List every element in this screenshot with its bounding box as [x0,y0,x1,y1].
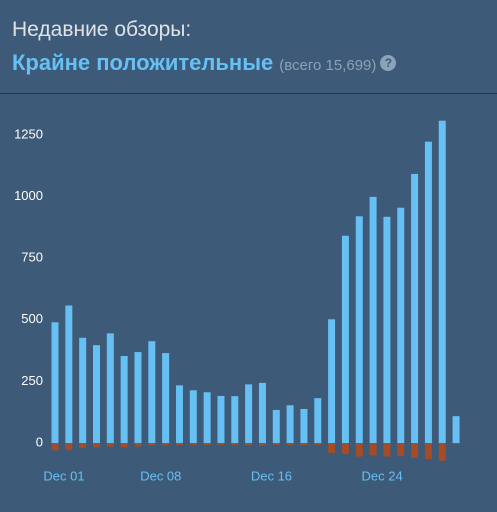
bar [189,390,197,443]
bar [231,396,239,443]
y-tick-label: 750 [21,250,43,265]
bar [217,443,225,445]
bar [397,443,405,456]
bar [314,443,322,445]
bar [120,356,128,443]
bar [328,319,336,443]
x-tick-label: Dec 01 [43,468,84,483]
bar [51,322,59,443]
bar [355,216,363,443]
bar [452,443,460,445]
bar [203,392,211,443]
bar [175,443,183,446]
y-tick-label: 250 [21,373,43,388]
y-tick-label: 500 [21,311,43,326]
bar [369,443,377,456]
bar [92,345,100,443]
x-tick-label: Dec 24 [361,468,402,483]
bar [65,305,73,443]
bar [397,207,405,443]
bar [231,443,239,446]
rating-row: Крайне положительные (всего 15,699)? [12,50,487,76]
review-rating[interactable]: Крайне положительные [12,50,274,75]
bar [341,235,349,443]
bar [106,333,114,443]
bar [245,384,253,443]
bar [175,385,183,443]
bar [328,443,336,453]
bar [245,443,253,446]
bar [286,405,294,443]
bar [134,352,142,443]
bar [411,443,419,458]
bar [300,443,308,445]
bar [286,443,294,446]
bar [452,416,460,443]
bar [106,443,114,447]
bar [341,443,349,455]
bar [162,443,170,446]
bar [355,443,363,457]
bar [258,443,266,446]
review-label: Недавние обзоры: [12,18,192,41]
bar [272,443,280,445]
bar [383,216,391,443]
bar [162,353,170,443]
bar [79,443,87,448]
bar [51,443,59,451]
bar [424,443,432,460]
review-total: (всего 15,699) [279,57,377,74]
separator [0,93,497,94]
bar [148,341,156,443]
help-icon[interactable]: ? [380,55,397,71]
y-tick-label: 1000 [14,188,43,203]
bar [65,443,73,450]
bar [258,382,266,443]
x-tick-label: Dec 16 [251,468,292,483]
y-tick-label: 1250 [14,126,43,141]
bar [383,443,391,457]
bar [438,443,446,461]
bar [217,395,225,443]
bar [203,443,211,445]
x-tick-label: Dec 08 [140,468,181,483]
bar [369,196,377,443]
bar [148,443,156,446]
bar [411,173,419,443]
review-header: Недавние обзоры: Крайне положительные (вс… [12,18,487,76]
bar [189,443,197,446]
bar [120,443,128,448]
bar [134,443,142,447]
bar [79,337,87,443]
y-tick-label: 0 [36,434,43,449]
bar [300,408,308,443]
bar [92,443,100,448]
bar [424,141,432,443]
bar [438,120,446,443]
bar [314,398,322,443]
bar [272,409,280,443]
